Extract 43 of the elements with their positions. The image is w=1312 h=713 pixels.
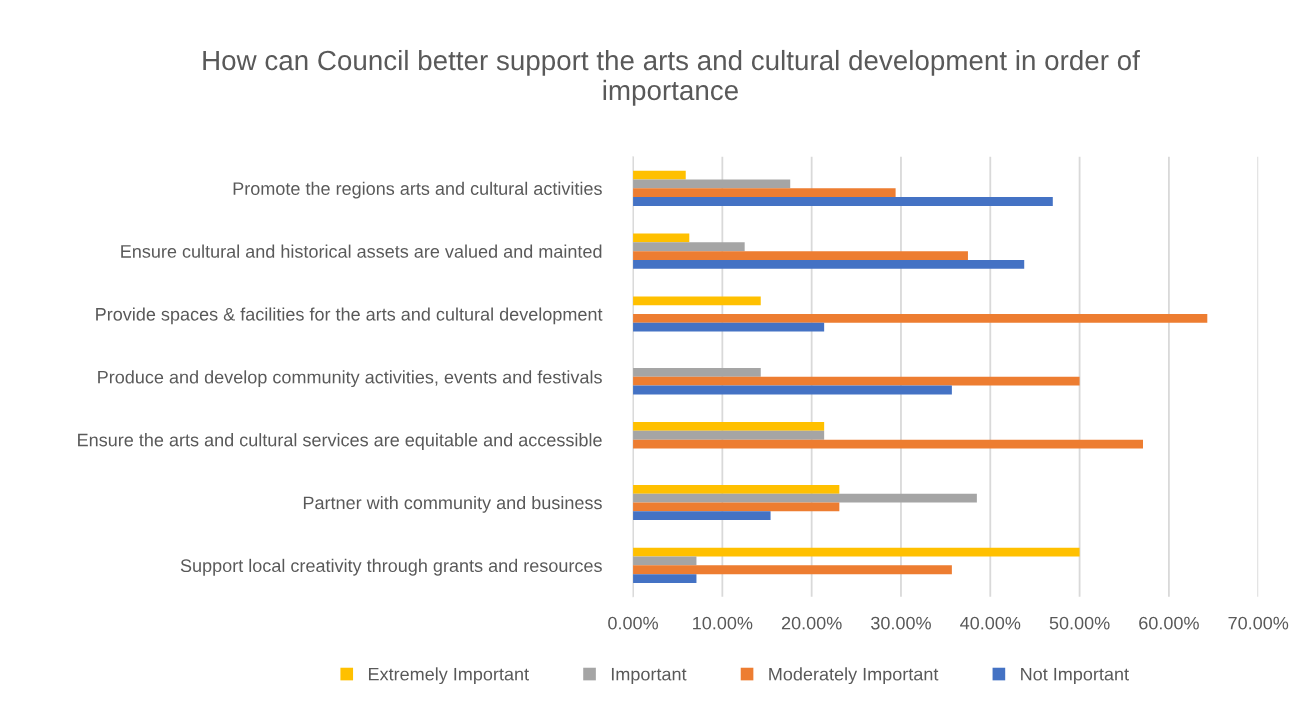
bar: [633, 197, 1053, 206]
bar: [633, 385, 952, 395]
bar: [633, 565, 952, 575]
x-tick-label: 50.00%: [1049, 616, 1110, 630]
bar: [633, 179, 791, 189]
x-tick-label: 20.00%: [781, 616, 842, 630]
y-tick-label: Partner with community and business: [303, 495, 602, 513]
x-tick-label: 40.00%: [960, 616, 1021, 630]
y-tick-label: Produce and develop community activities, events and festivals: [98, 370, 602, 388]
bar: [633, 296, 761, 306]
x-tick-label: 0.00%: [608, 616, 658, 630]
bar: [633, 313, 1208, 323]
bar: [633, 259, 1025, 269]
bar: [633, 430, 825, 440]
y-tick-label: Promote the regions arts and cultural activities: [233, 181, 602, 199]
bar: [633, 422, 825, 431]
bar: [633, 170, 686, 180]
bar: [633, 439, 1143, 449]
legend-label: Extremely Important: [368, 667, 529, 685]
bar: [633, 242, 745, 252]
legend-label: Moderately Important: [769, 667, 939, 685]
y-tick-label: Ensure cultural and historical assets are valued and mainted: [121, 244, 602, 258]
x-tick-label: 60.00%: [1139, 616, 1199, 630]
bar: [633, 493, 977, 503]
legend-label: Important: [611, 667, 687, 685]
x-tick-label: 70.00%: [1228, 616, 1289, 630]
bar: [633, 502, 840, 512]
bar: [633, 574, 697, 583]
chart-title: How can Council better support the arts and cultural development in order of importance: [203, 49, 1140, 106]
x-tick-label: 10.00%: [693, 616, 753, 630]
y-tick-label: Provide spaces & facilities for the arts and cultural development: [96, 307, 603, 325]
bar: [633, 368, 761, 377]
bar: [633, 511, 771, 521]
bar: [633, 547, 1080, 557]
y-tick-label: Ensure the arts and cultural services are equitable and accessible: [78, 433, 602, 450]
bar: [633, 188, 896, 198]
x-tick-label: 30.00%: [871, 616, 931, 630]
bar: [633, 251, 968, 260]
bar: [633, 376, 1080, 386]
bar: [633, 322, 825, 332]
legend-label: Not Important: [1021, 667, 1129, 685]
bar: [633, 484, 840, 494]
y-tick-label: Support local creativity through grants and resources: [180, 558, 602, 576]
